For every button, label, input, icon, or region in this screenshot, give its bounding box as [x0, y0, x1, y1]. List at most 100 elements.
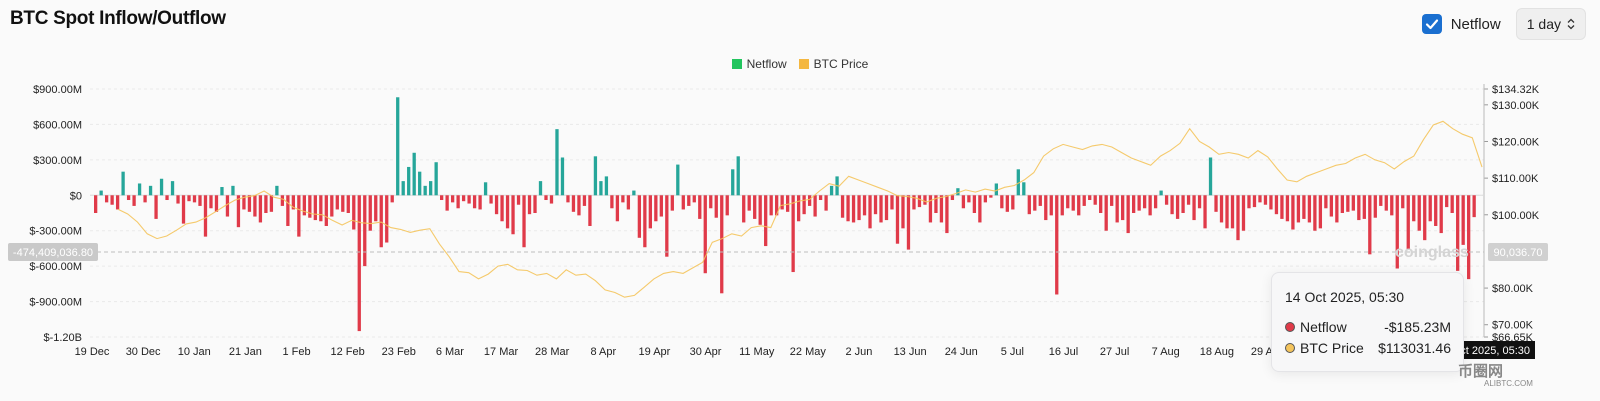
netflow-bar: [796, 195, 801, 222]
netflow-bar: [341, 195, 345, 212]
netflow-bar: [764, 195, 768, 247]
netflow-bar: [352, 195, 356, 230]
netflow-bar: [247, 195, 252, 212]
legend-label-netflow: Netflow: [746, 57, 787, 71]
netflow-bar: [659, 195, 663, 217]
netflow-bar: [258, 195, 263, 223]
netflow-bar: [610, 195, 614, 209]
netflow-bar: [159, 178, 164, 196]
netflow-bar: [1011, 195, 1015, 210]
y-tick-label-left: $0: [70, 190, 82, 202]
check-icon: [1425, 19, 1438, 30]
netflow-bar: [807, 195, 812, 206]
netflow-bar: [1219, 195, 1224, 223]
netflow-bar: [1324, 195, 1328, 209]
netflow-bar: [110, 195, 114, 205]
netflow-bar: [1197, 195, 1202, 209]
netflow-bar: [791, 195, 795, 273]
netflow-bar: [1099, 195, 1103, 213]
netflow-bar: [1368, 195, 1372, 255]
netflow-bar: [187, 195, 191, 202]
netflow-bar: [846, 195, 850, 222]
netflow-bar: [1313, 195, 1317, 231]
netflow-bar: [901, 195, 905, 229]
netflow-bar: [703, 195, 707, 274]
netflow-bar: [500, 195, 504, 222]
interval-select[interactable]: 1 day: [1515, 8, 1586, 40]
netflow-bar: [1379, 195, 1383, 206]
netflow-bar: [335, 195, 339, 210]
netflow-bar: [857, 195, 861, 221]
btc-price-line: [117, 120, 1483, 298]
crosshair-right-value: 90,036.70: [1494, 247, 1543, 259]
netflow-bar: [505, 195, 510, 229]
x-tick-label: 13 Jun: [894, 346, 927, 358]
netflow-bar: [1230, 195, 1235, 229]
netflow-bar: [1088, 195, 1092, 201]
netflow-bar: [1142, 195, 1147, 209]
netflow-bar: [104, 195, 109, 203]
netflow-bar: [961, 195, 966, 209]
netflow-bar: [626, 195, 631, 210]
netflow-bar: [560, 157, 565, 196]
x-tick-label: 16 Jul: [1049, 346, 1078, 358]
netflow-bar: [1208, 157, 1213, 196]
netflow-bar: [1406, 195, 1410, 250]
netflow-bar: [143, 195, 147, 203]
netflow-bar: [264, 195, 268, 213]
netflow-bar: [972, 195, 977, 213]
legend-swatch-btc-price: [798, 59, 809, 69]
legend-item-btc-price[interactable]: BTC Price: [798, 57, 868, 71]
netflow-bar: [670, 195, 674, 211]
netflow-bar: [687, 195, 691, 206]
netflow-bar: [890, 195, 894, 210]
netflow-bar: [1247, 195, 1251, 209]
netflow-bar: [906, 195, 911, 250]
netflow-toggle-label[interactable]: Netflow: [1450, 15, 1501, 33]
y-tick-label-left: $600.00M: [33, 119, 82, 131]
netflow-bar: [714, 195, 718, 218]
legend-item-netflow[interactable]: Netflow: [731, 57, 787, 71]
netflow-bar: [742, 195, 746, 223]
netflow-bar: [829, 185, 834, 196]
netflow-bar: [1022, 182, 1026, 196]
tooltip-label: Netflow: [1300, 319, 1347, 335]
netflow-bar: [1164, 195, 1169, 205]
netflow-bar: [604, 176, 609, 196]
netflow-bar: [818, 195, 823, 201]
y-tick-label-right: $100.00K: [1492, 210, 1540, 222]
crosshair-left-badge: [8, 243, 98, 261]
netflow-checkbox[interactable]: [1421, 14, 1442, 34]
netflow-bar: [851, 195, 856, 223]
netflow-bar: [1033, 195, 1037, 211]
netflow-bar: [1329, 195, 1334, 217]
netflow-bar: [632, 190, 636, 196]
netflow-bar: [368, 195, 372, 231]
netflow-bar: [1044, 195, 1048, 221]
netflow-bar: [775, 195, 779, 216]
y-tick-label-right: $110.00K: [1492, 173, 1539, 185]
netflow-bar: [1357, 195, 1361, 221]
x-tick-label: 5 Jul: [1001, 346, 1024, 358]
y-tick-label-left: $300.00M: [33, 155, 82, 167]
corner-logo: 币圈网 ALIBTC.COM: [1458, 360, 1533, 388]
netflow-bar: [209, 195, 213, 209]
tooltip-dot-netflow: [1285, 322, 1295, 332]
netflow-bar: [862, 195, 867, 216]
netflow-bar: [758, 195, 762, 225]
netflow-bar: [654, 195, 658, 222]
netflow-bar: [1203, 195, 1207, 229]
chart-tooltip: 14 Oct 2025, 05:30 Netflow -$185.23M BTC…: [1271, 272, 1464, 372]
netflow-bar: [1159, 190, 1163, 196]
tooltip-value: -$185.23M: [1384, 319, 1451, 335]
netflow-bar: [923, 195, 927, 205]
netflow-bar: [374, 195, 378, 222]
netflow-bar: [1241, 195, 1246, 231]
netflow-bar: [1417, 195, 1421, 231]
crosshair-left-value: -474,409,036.80: [13, 247, 93, 259]
netflow-bar: [483, 182, 488, 196]
netflow-bar: [330, 195, 334, 217]
x-tick-label: 8 Apr: [590, 346, 616, 358]
netflow-bar: [1110, 195, 1114, 206]
